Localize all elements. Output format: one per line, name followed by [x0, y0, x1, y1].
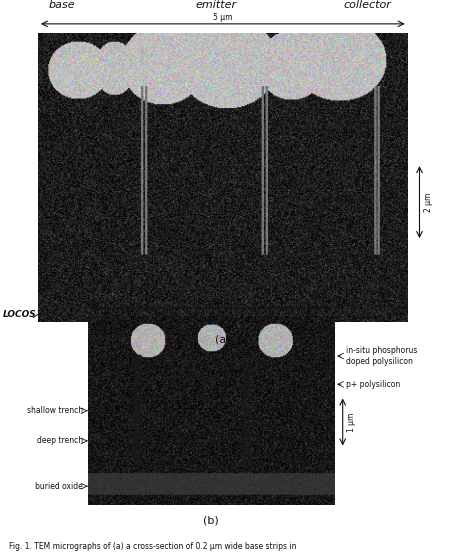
Text: collector: collector: [343, 0, 392, 10]
Text: base: base: [48, 0, 75, 10]
Text: 2 μm: 2 μm: [424, 193, 433, 212]
Text: (b): (b): [203, 515, 219, 525]
Text: deep trench: deep trench: [37, 436, 83, 446]
Text: p+ polysilicon: p+ polysilicon: [346, 380, 400, 389]
Text: shallow trench: shallow trench: [27, 406, 83, 415]
Text: doped polysilicon: doped polysilicon: [346, 357, 413, 366]
Text: 1 μm: 1 μm: [347, 412, 356, 432]
Text: 5 μm: 5 μm: [213, 13, 233, 22]
Text: Fig. 1. TEM micrographs of (a) a cross-section of 0.2 μm wide base strips in: Fig. 1. TEM micrographs of (a) a cross-s…: [9, 542, 297, 551]
Text: (a): (a): [215, 334, 230, 344]
Text: LOCOS: LOCOS: [2, 310, 36, 319]
Text: in-situ phosphorus: in-situ phosphorus: [346, 346, 418, 355]
Text: 3 μm: 3 μm: [201, 297, 221, 306]
Text: emitter: emitter: [195, 0, 236, 10]
Text: buried oxide: buried oxide: [35, 482, 83, 491]
